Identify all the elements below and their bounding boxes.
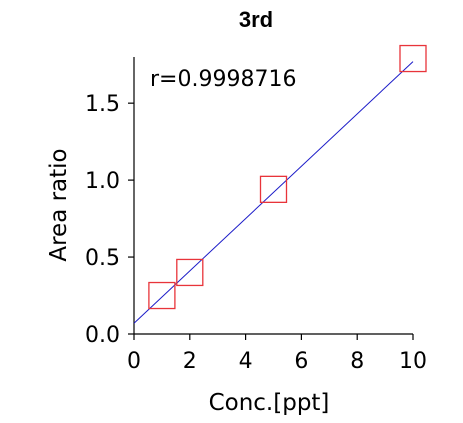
axes bbox=[133, 57, 413, 335]
data-point-marker bbox=[259, 175, 288, 203]
data-points bbox=[148, 44, 427, 310]
data-point-marker bbox=[148, 281, 176, 310]
y-tick-label: 1.0 bbox=[85, 169, 120, 194]
x-tick-label: 4 bbox=[239, 349, 253, 374]
x-tick-label: 10 bbox=[399, 349, 427, 374]
x-ticks: 0 2 4 6 8 10 bbox=[127, 334, 427, 374]
x-tick-label: 8 bbox=[350, 349, 364, 374]
x-tick-label: 6 bbox=[294, 349, 308, 374]
x-tick-label: 0 bbox=[127, 349, 141, 374]
y-axis-label: Area ratio bbox=[46, 148, 72, 261]
fit-line bbox=[133, 61, 414, 324]
correlation-annotation: r=0.9998716 bbox=[150, 67, 296, 92]
x-tick-label: 2 bbox=[183, 349, 197, 374]
data-point-marker bbox=[176, 258, 204, 287]
y-tick-label: 1.5 bbox=[85, 92, 120, 117]
chart-title: 3rd bbox=[239, 7, 273, 32]
y-tick-label: 0.5 bbox=[85, 246, 120, 271]
y-ticks: 0.0 0.5 1.0 1.5 bbox=[85, 92, 134, 348]
data-point-marker bbox=[399, 44, 427, 73]
x-axis-label: Conc.[ppt] bbox=[209, 390, 330, 416]
y-tick-label: 0.0 bbox=[85, 323, 120, 348]
